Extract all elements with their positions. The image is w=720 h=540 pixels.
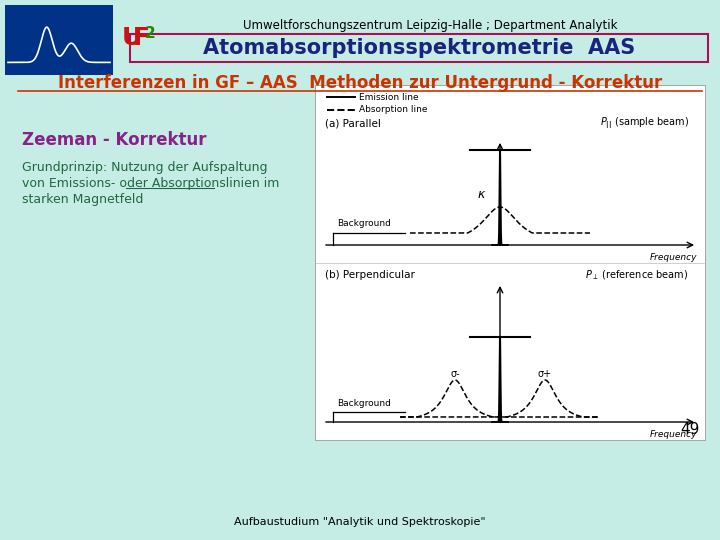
Text: Background: Background [337, 399, 391, 408]
Text: (b) Perpendicular: (b) Perpendicular [325, 270, 415, 280]
Text: Emission line: Emission line [359, 92, 418, 102]
Text: von Emissions- oder Absorptionslinien im: von Emissions- oder Absorptionslinien im [22, 178, 279, 191]
Text: F: F [133, 26, 150, 50]
Text: Frequency: Frequency [649, 253, 697, 262]
Text: $P_{\perp}$ (reference beam): $P_{\perp}$ (reference beam) [585, 268, 688, 282]
Text: Background: Background [337, 219, 391, 228]
Text: Frequency: Frequency [649, 430, 697, 439]
Text: U: U [122, 26, 143, 50]
Text: Umweltforschungszentrum Leipzig-Halle ; Department Analytik: Umweltforschungszentrum Leipzig-Halle ; … [243, 18, 617, 31]
Text: σ-: σ- [450, 369, 460, 379]
Text: Interferenzen in GF – AAS  Methoden zur Untergrund - Korrektur: Interferenzen in GF – AAS Methoden zur U… [58, 74, 662, 92]
Text: Grundprinzip: Nutzung der Aufspaltung: Grundprinzip: Nutzung der Aufspaltung [22, 161, 268, 174]
Text: κ: κ [478, 188, 485, 201]
Text: 2: 2 [145, 25, 156, 40]
Text: Zeeman - Korrektur: Zeeman - Korrektur [22, 131, 207, 149]
Text: (a) Parallel: (a) Parallel [325, 118, 381, 128]
Text: σ+: σ+ [538, 369, 552, 379]
Text: Absorption line: Absorption line [359, 105, 428, 114]
Text: Atomabsorptionsspektrometrie  AAS: Atomabsorptionsspektrometrie AAS [203, 38, 635, 58]
Text: $P_{\mathbf{||}}$ (sample beam): $P_{\mathbf{||}}$ (sample beam) [600, 115, 689, 131]
Bar [5, 5, 113, 75]
Bar [315, 85, 705, 440]
Text: 49: 49 [680, 422, 700, 437]
Bar [130, 34, 708, 62]
Text: starken Magnetfeld: starken Magnetfeld [22, 193, 143, 206]
Text: Aufbaustudium "Analytik und Spektroskopie": Aufbaustudium "Analytik und Spektroskopi… [234, 517, 486, 527]
